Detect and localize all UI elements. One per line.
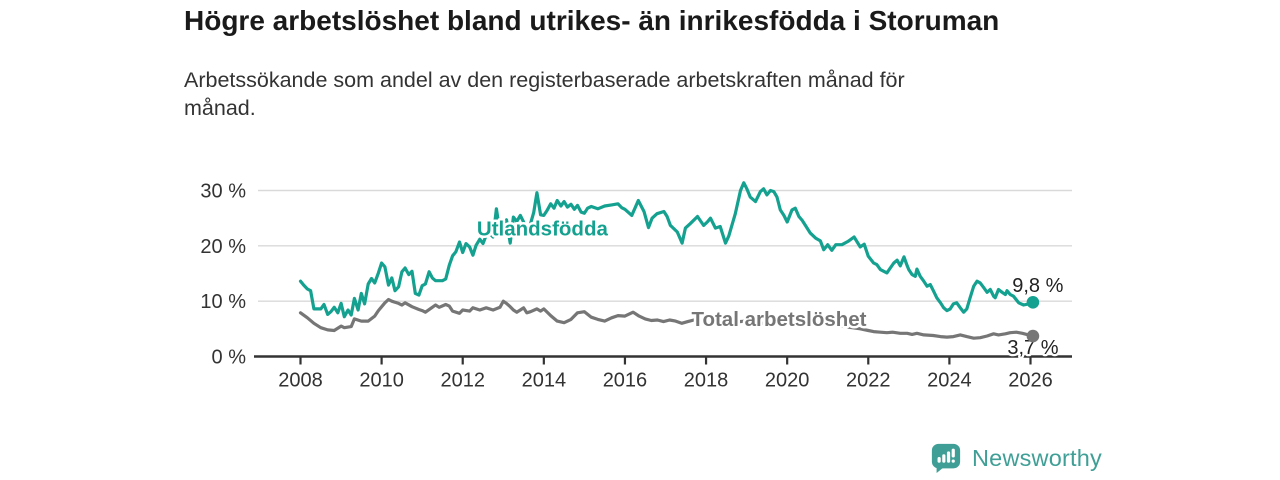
series-end-dot-utlandsf-dda [1026, 295, 1040, 309]
y-tick-label-10: 10 % [200, 291, 246, 313]
series-line-total-arbetsl-shet [298, 297, 1035, 340]
series-end-dot-total-arbetsl-shet [1026, 329, 1040, 343]
x-tick-label-2024: 2024 [927, 370, 972, 392]
x-tick-label-2010: 2010 [359, 370, 404, 392]
chart-subtitle-line2: månad. [184, 96, 256, 120]
chart-title: Högre arbetslöshet bland utrikes- än inr… [184, 5, 1000, 36]
x-tick-label-2018: 2018 [684, 370, 729, 392]
x-tick-label-2012: 2012 [440, 370, 485, 392]
end-value-label-total-arbetsl-shet: 3,7 % [1007, 337, 1058, 359]
y-tick-label-0: 0 % [212, 347, 247, 369]
y-tick-label-20: 20 % [200, 236, 246, 258]
x-tick-label-2014: 2014 [522, 370, 567, 392]
x-tick-label-2022: 2022 [846, 370, 891, 392]
newsworthy-logo-text: Newsworthy [972, 444, 1102, 471]
newsworthy-logo: Newsworthy [930, 442, 1102, 474]
x-tick-label-2008: 2008 [278, 370, 323, 392]
series-line-utlandsf-dda [298, 181, 1035, 319]
chart-subtitle-line1: Arbetssökande som andel av den registerb… [184, 68, 905, 92]
x-tick-label-2020: 2020 [765, 370, 810, 392]
end-value-label-utlandsf-dda: 9,8 % [1012, 275, 1063, 297]
chart-subtitle: Arbetssökande som andel av den registerb… [184, 66, 905, 122]
y-tick-label-30: 30 % [200, 181, 246, 203]
series-label-total-arbetsl-shet: Total arbetslöshet [691, 308, 866, 331]
series-label-utlandsf-dda: Utlandsfödda [477, 217, 609, 240]
x-tick-label-2026: 2026 [1008, 370, 1053, 392]
newsworthy-logo-icon [931, 443, 961, 474]
x-tick-label-2016: 2016 [603, 370, 648, 392]
